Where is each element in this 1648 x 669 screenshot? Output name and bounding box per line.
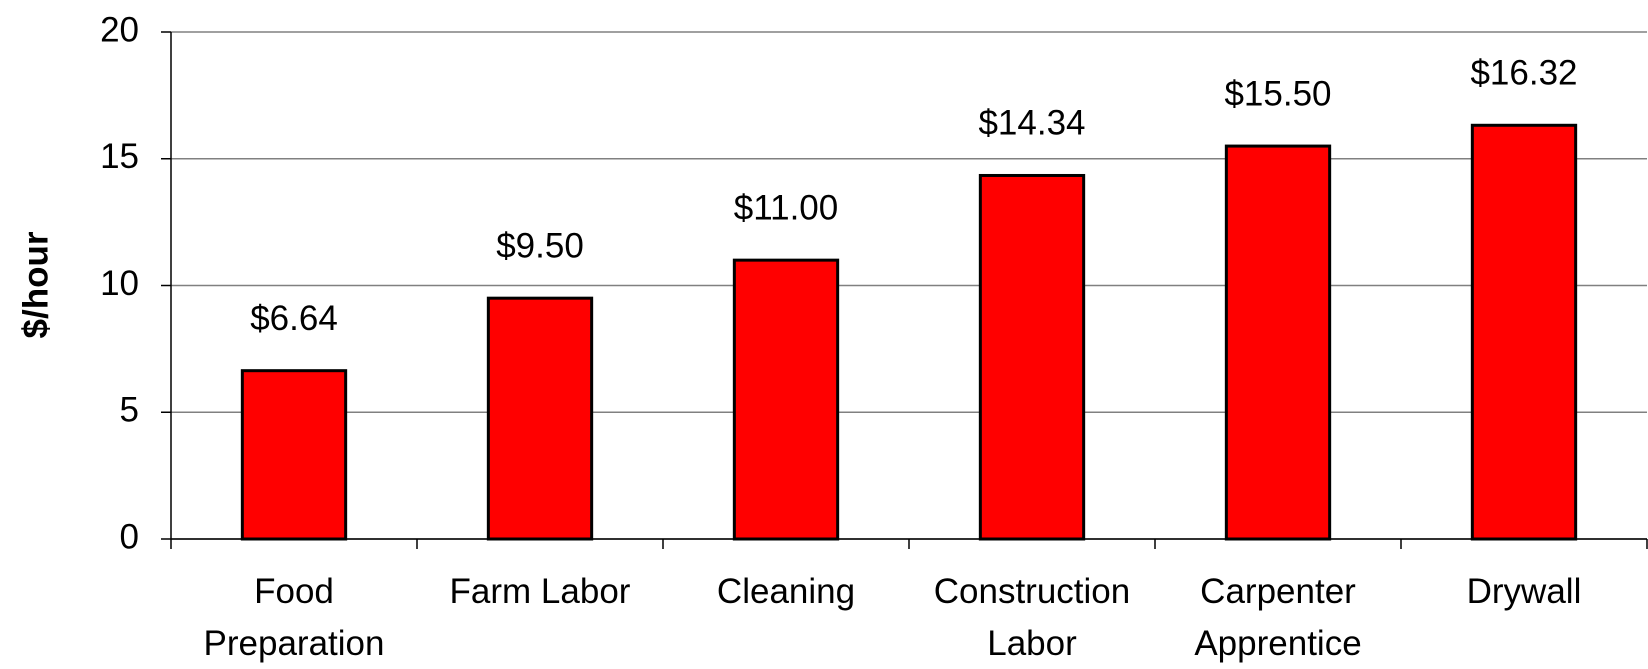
y-axis-label: $/hour (16, 231, 55, 338)
y-tick-label: 15 (100, 137, 139, 176)
bar (1470, 123, 1578, 541)
data-label: $6.64 (250, 299, 338, 338)
bar (978, 173, 1086, 541)
x-tick-label: Cleaning (717, 572, 855, 611)
data-label: $16.32 (1470, 54, 1577, 93)
y-tick-label: 0 (120, 517, 139, 556)
data-label: $14.34 (978, 104, 1085, 143)
x-tick-label: Carpenter Apprentice (1194, 572, 1361, 663)
x-tick-label: Farm Labor (450, 572, 631, 611)
bar (240, 369, 348, 541)
bar (1224, 144, 1332, 541)
bar (486, 296, 594, 541)
y-tick-label: 10 (100, 264, 139, 303)
x-tick-label: Drywall (1467, 572, 1582, 611)
x-tick-label: Food Preparation (204, 572, 385, 663)
bar (732, 258, 840, 541)
data-label: $15.50 (1224, 74, 1331, 113)
data-label: $9.50 (496, 226, 584, 265)
x-tick-label: Construction Labor (934, 572, 1130, 663)
y-tick-label: 20 (100, 10, 139, 49)
y-tick-label: 5 (120, 391, 139, 430)
data-label: $11.00 (734, 188, 838, 227)
